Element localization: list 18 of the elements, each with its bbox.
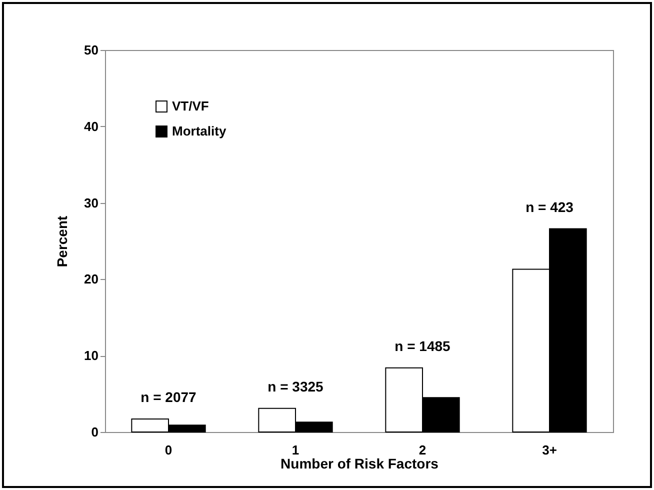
annotation: n = 2077: [140, 389, 197, 406]
x-axis-title: Number of Risk Factors: [280, 456, 439, 472]
x-tick-label: 2: [418, 442, 426, 458]
annotation: n = 423: [526, 198, 574, 215]
annotation: n = 3325: [268, 378, 324, 394]
y-tick-label: 40: [84, 118, 98, 134]
annotation: n = 1485: [394, 338, 451, 354]
x-tick-label: 3+: [542, 442, 558, 458]
x-tick-label: 1: [292, 442, 300, 458]
legend-label: Mortality: [172, 124, 227, 138]
y-tick-label: 20: [84, 272, 98, 287]
y-tick-label: 10: [84, 348, 98, 364]
y-tick-label: 30: [84, 195, 98, 210]
x-tick-label: 0: [164, 442, 172, 458]
legend-label: VT/VF: [172, 98, 209, 114]
y-tick-label: 50: [84, 42, 98, 58]
y-tick-label: 0: [91, 424, 98, 440]
y-axis-title: Percent: [54, 215, 70, 268]
